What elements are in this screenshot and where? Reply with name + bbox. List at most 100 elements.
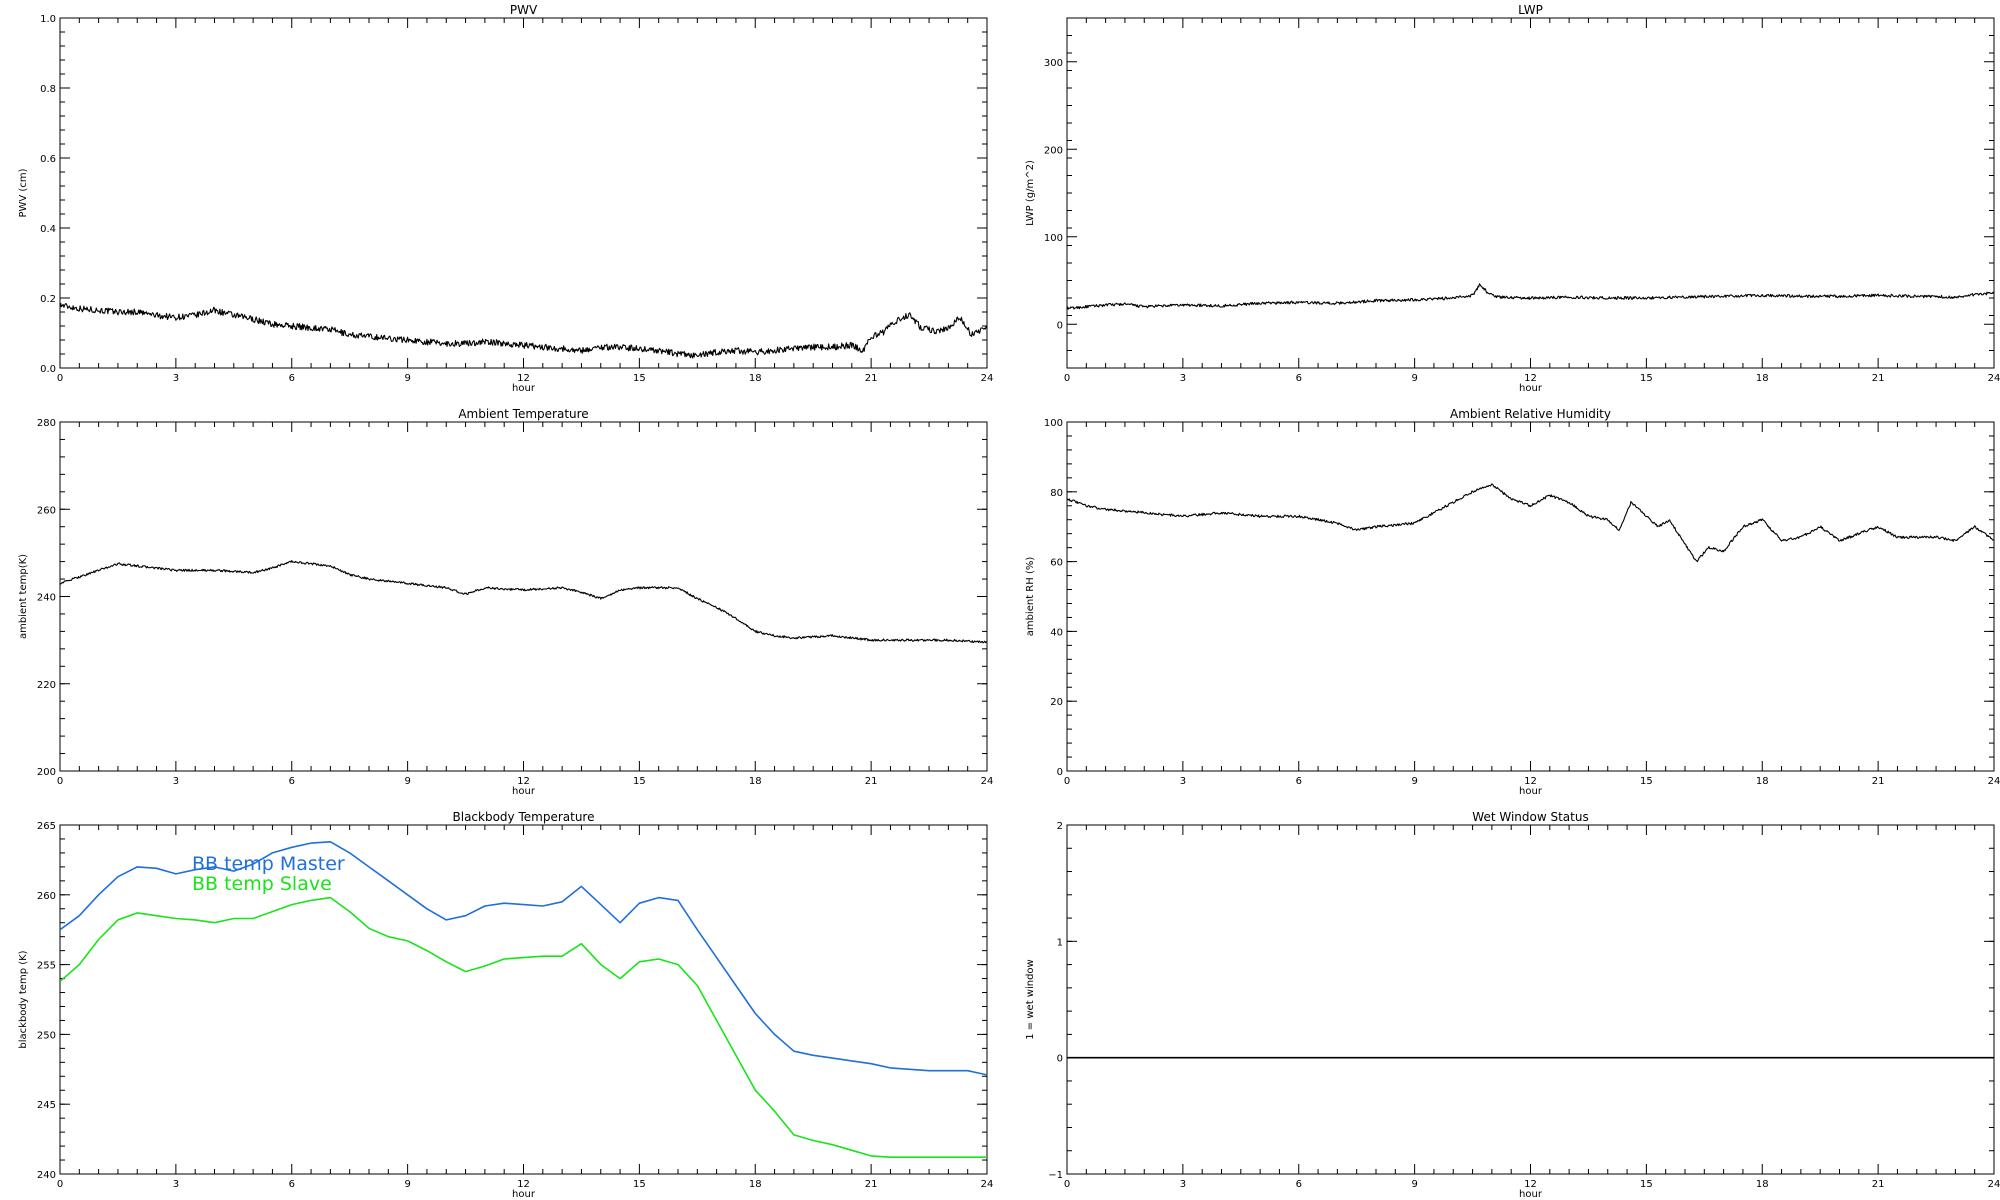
x-tick-label: 12: [517, 373, 530, 384]
x-tick-label: 24: [981, 776, 994, 787]
y-tick-label: 245: [37, 1100, 56, 1111]
y-axis-label: LWP (g/m^2): [1025, 160, 1036, 226]
y-axis-label: blackbody temp (K): [18, 950, 29, 1048]
x-tick-label: 9: [404, 1179, 410, 1190]
y-tick-label: 260: [37, 505, 56, 516]
x-axis-label: hour: [512, 786, 536, 797]
y-tick-label: 280: [37, 418, 56, 429]
chart-ambient-temp: Ambient Temperature 0 3 6 9 12 15 18 21 24 hour 200…: [18, 407, 993, 797]
legend-entry: BB temp Master: [192, 853, 345, 875]
y-axis-label: ambient RH (%): [1025, 557, 1036, 637]
x-tick-label: 3: [173, 1179, 179, 1190]
y-tick-label: 200: [37, 767, 56, 778]
x-tick-label: 15: [1640, 776, 1653, 787]
x-axis-label: hour: [512, 383, 536, 394]
y-tick-label: 200: [1044, 145, 1063, 156]
x-tick-label: 0: [57, 776, 63, 787]
y-tick-label: 260: [37, 891, 56, 902]
x-tick-label: 6: [1296, 1179, 1302, 1190]
y-tick-label: 1: [1057, 937, 1063, 948]
series-line-bb-temp-master: [60, 840, 987, 1076]
x-tick-label: 3: [1180, 776, 1186, 787]
x-tick-label: 18: [749, 1179, 762, 1190]
x-tick-label: 6: [1296, 776, 1302, 787]
y-tick-label: 100: [1044, 233, 1063, 244]
chart-title: Wet Window Status: [1472, 810, 1588, 824]
y-tick-label: 20: [1050, 697, 1063, 708]
x-axis-label: hour: [1519, 1189, 1543, 1200]
x-tick-label: 9: [404, 373, 410, 384]
y-tick-label: 60: [1050, 558, 1063, 569]
y-tick-label: 300: [1044, 58, 1063, 69]
plot-frame: [59, 17, 988, 369]
x-tick-label: 21: [1872, 373, 1885, 384]
plot-frame: [1066, 17, 1995, 369]
x-tick-label: 15: [633, 373, 646, 384]
x-tick-label: 21: [1872, 1179, 1885, 1190]
x-tick-label: 0: [57, 1179, 63, 1190]
x-tick-label: 0: [1064, 1179, 1070, 1190]
legend-entry: BB temp Slave: [192, 873, 332, 895]
x-tick-label: 6: [1296, 373, 1302, 384]
x-tick-label: 6: [289, 1179, 295, 1190]
x-tick-label: 24: [1988, 373, 2000, 384]
x-tick-label: 18: [749, 373, 762, 384]
chart-blackbody-temp: Blackbody Temperature 0 3 6 9 12 15 18 21 24 hour 2…: [18, 810, 993, 1200]
y-tick-label: 240: [37, 1170, 56, 1181]
x-tick-label: 6: [289, 373, 295, 384]
x-tick-label: 9: [1411, 776, 1417, 787]
x-tick-label: 24: [1988, 1179, 2000, 1190]
series-line-bb-temp-slave: [60, 896, 987, 1158]
x-tick-label: 18: [1756, 373, 1769, 384]
x-tick-label: 3: [1180, 373, 1186, 384]
y-tick-label: 40: [1050, 627, 1063, 638]
y-axis-label: 1 = wet window: [1025, 959, 1036, 1039]
x-tick-label: 0: [1064, 776, 1070, 787]
plot-frame: [59, 421, 988, 772]
chart-title: LWP: [1518, 3, 1543, 17]
y-tick-label: 255: [37, 961, 56, 972]
chart-pwv: PWV 0 3 6 9 12 15 18 21 24 hour 0.0 0.2 0.4 0.6 0.8 1.0 P…: [18, 3, 993, 394]
x-tick-label: 24: [981, 373, 994, 384]
series-line-0: [1067, 483, 1994, 563]
x-tick-label: 18: [749, 776, 762, 787]
chart-title: Blackbody Temperature: [453, 810, 595, 824]
chart-title: Ambient Relative Humidity: [1450, 407, 1611, 421]
y-axis-label: ambient temp(K): [18, 554, 29, 639]
y-tick-label: 80: [1050, 488, 1063, 499]
x-tick-label: 6: [289, 776, 295, 787]
y-tick-label: 0.8: [40, 84, 56, 95]
x-tick-label: 3: [1180, 1179, 1186, 1190]
y-tick-label: 0: [1057, 320, 1063, 331]
x-tick-label: 18: [1756, 776, 1769, 787]
x-tick-label: 9: [1411, 373, 1417, 384]
y-tick-label: 0.4: [40, 224, 56, 235]
x-tick-label: 15: [633, 1179, 646, 1190]
x-tick-label: 12: [1524, 776, 1537, 787]
chart-title: PWV: [510, 3, 538, 17]
y-tick-label: 250: [37, 1030, 56, 1041]
x-tick-label: 12: [517, 776, 530, 787]
x-tick-label: 12: [517, 1179, 530, 1190]
x-tick-label: 21: [865, 1179, 878, 1190]
y-tick-label: 265: [37, 821, 56, 832]
x-tick-label: 12: [1524, 1179, 1537, 1190]
y-tick-label: 2: [1057, 821, 1063, 832]
x-tick-label: 15: [1640, 373, 1653, 384]
x-tick-label: 0: [1064, 373, 1070, 384]
y-tick-label: 0.0: [40, 364, 56, 375]
x-tick-label: 12: [1524, 373, 1537, 384]
x-tick-label: 24: [981, 1179, 994, 1190]
y-tick-label: 220: [37, 680, 56, 691]
chart-lwp: LWP 0 3 6 9 12 15 18 21 24 hour 0 100 200 300 LWP (g/m^…: [1025, 3, 2000, 394]
y-tick-label: −1: [1048, 1170, 1063, 1181]
x-tick-label: 21: [865, 776, 878, 787]
plot-frame: [1066, 824, 1995, 1175]
y-tick-label: 1.0: [40, 14, 56, 25]
x-tick-label: 18: [1756, 1179, 1769, 1190]
y-tick-label: 0: [1057, 1054, 1063, 1065]
x-tick-label: 9: [404, 776, 410, 787]
x-axis-label: hour: [512, 1189, 536, 1200]
